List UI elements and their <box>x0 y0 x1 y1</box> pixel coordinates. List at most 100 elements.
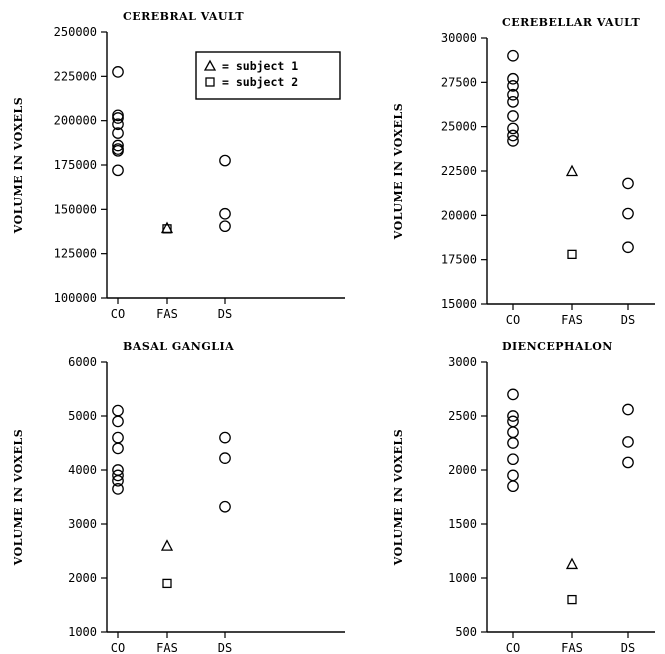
data-point-circle <box>112 483 124 495</box>
data-point-circle <box>112 474 124 487</box>
y-tick-label: 500 <box>455 625 477 639</box>
y-tick-label: 17500 <box>441 253 477 267</box>
data-point-circle <box>219 431 231 444</box>
y-tick-label: 1500 <box>448 517 477 531</box>
y-tick-label: 1000 <box>68 625 97 639</box>
data-point-square <box>162 224 172 234</box>
y-tick-label: 225000 <box>54 69 97 83</box>
chart-title: BASAL GANGLIA <box>123 340 234 353</box>
data-point-circle <box>112 164 124 177</box>
y-tick-label: 2000 <box>448 463 477 477</box>
y-tick-label: 22500 <box>441 164 477 178</box>
y-tick-label: 30000 <box>441 31 477 45</box>
data-point-circle <box>112 442 124 455</box>
legend-label: = subject 2 <box>222 75 298 89</box>
data-point-circle <box>507 88 519 101</box>
chart-panel-2: 15000 17500 20000 22500 25000 27500 30000 CO FAS… <box>392 16 655 327</box>
y-axis-label: VOLUME IN VOXELS <box>12 429 25 566</box>
x-tick-label: DS <box>621 313 635 327</box>
data-point-circle <box>112 431 124 444</box>
data-point-square <box>162 578 172 589</box>
legend-square-icon <box>205 77 215 87</box>
data-point-circle <box>507 135 519 147</box>
y-axis-label: VOLUME IN VOXELS <box>392 103 405 240</box>
data-point-circle <box>507 49 519 62</box>
y-tick-label: 3000 <box>448 355 477 369</box>
data-point-circle <box>219 500 231 513</box>
y-tick-label: 2000 <box>68 571 97 585</box>
x-tick-label: DS <box>621 641 635 654</box>
data-point-circle <box>507 80 519 92</box>
data-point-triangle <box>565 164 579 177</box>
x-tick-label: DS <box>218 641 232 654</box>
data-point-circle <box>507 480 519 493</box>
data-point-square <box>567 594 577 605</box>
y-tick-label: 150000 <box>54 202 97 216</box>
x-tick-label: FAS <box>561 641 583 654</box>
y-tick-label: 4000 <box>68 463 97 477</box>
data-point-circle <box>112 127 124 139</box>
chart-panel-1: 100000 125000 150000 175000 200000 225000 2500… <box>12 10 345 321</box>
y-tick-label: 20000 <box>441 208 477 222</box>
y-tick-label: 27500 <box>441 75 477 89</box>
data-point-circle <box>112 139 124 152</box>
y-tick-label: 200000 <box>54 114 97 128</box>
legend-box <box>195 51 341 100</box>
x-tick-label: FAS <box>156 641 178 654</box>
y-tick-label: 25000 <box>441 120 477 134</box>
data-point-triangle <box>565 557 579 570</box>
data-point-circle <box>622 177 634 190</box>
data-point-circle <box>622 241 634 254</box>
data-point-circle <box>219 220 231 233</box>
data-point-circle <box>112 144 124 157</box>
y-tick-label: 175000 <box>54 158 97 172</box>
chart-panel-3: 1000 2000 3000 4000 5000 6000 CO FAS DS BASAL GAN… <box>12 340 345 654</box>
chart-panel-4: 500 1000 1500 2000 2500 3000 CO FAS DS DIENCEPHAL… <box>392 340 655 654</box>
data-point-circle <box>622 436 634 448</box>
data-point-circle <box>112 66 124 78</box>
data-point-circle <box>507 426 519 439</box>
data-point-circle <box>112 112 124 124</box>
data-point-circle <box>507 122 519 135</box>
data-point-circle <box>507 95 519 108</box>
legend-label: = subject 1 <box>222 59 298 73</box>
legend: = subject 1 = subject 2 <box>195 51 341 100</box>
data-point-circle <box>112 415 124 428</box>
data-point-circle <box>507 410 519 422</box>
x-tick-label: DS <box>218 307 232 321</box>
data-point-circle <box>112 404 124 417</box>
x-tick-label: FAS <box>156 307 178 321</box>
data-point-circle <box>507 72 519 85</box>
legend-triangle-icon <box>203 59 217 71</box>
y-tick-label: 100000 <box>54 291 97 305</box>
data-point-square <box>567 249 577 259</box>
y-tick-label: 1000 <box>448 571 477 585</box>
data-point-circle <box>622 456 634 469</box>
y-tick-label: 2500 <box>448 409 477 423</box>
data-point-triangle <box>160 539 174 551</box>
y-tick-label: 5000 <box>68 409 97 423</box>
y-tick-label: 3000 <box>68 517 97 531</box>
y-tick-label: 250000 <box>54 25 97 39</box>
data-point-circle <box>622 403 634 416</box>
y-axis-label: VOLUME IN VOXELS <box>392 429 405 566</box>
data-point-circle <box>507 437 519 449</box>
data-point-circle <box>507 129 519 142</box>
y-tick-label: 6000 <box>68 355 97 369</box>
data-point-circle <box>622 207 634 220</box>
data-point-circle <box>507 453 519 466</box>
x-tick-label: FAS <box>561 313 583 327</box>
data-point-circle <box>507 388 519 401</box>
x-tick-label: CO <box>111 307 125 321</box>
data-point-circle <box>507 110 519 122</box>
data-point-circle <box>219 207 231 220</box>
data-point-circle <box>219 154 231 167</box>
chart-title: CEREBELLAR VAULT <box>502 16 640 29</box>
y-axis-label: VOLUME IN VOXELS <box>12 97 25 234</box>
x-tick-label: CO <box>111 641 125 654</box>
data-point-circle <box>112 118 124 131</box>
data-point-circle <box>112 469 124 482</box>
data-point-circle <box>507 469 519 482</box>
y-tick-label: 125000 <box>54 247 97 261</box>
